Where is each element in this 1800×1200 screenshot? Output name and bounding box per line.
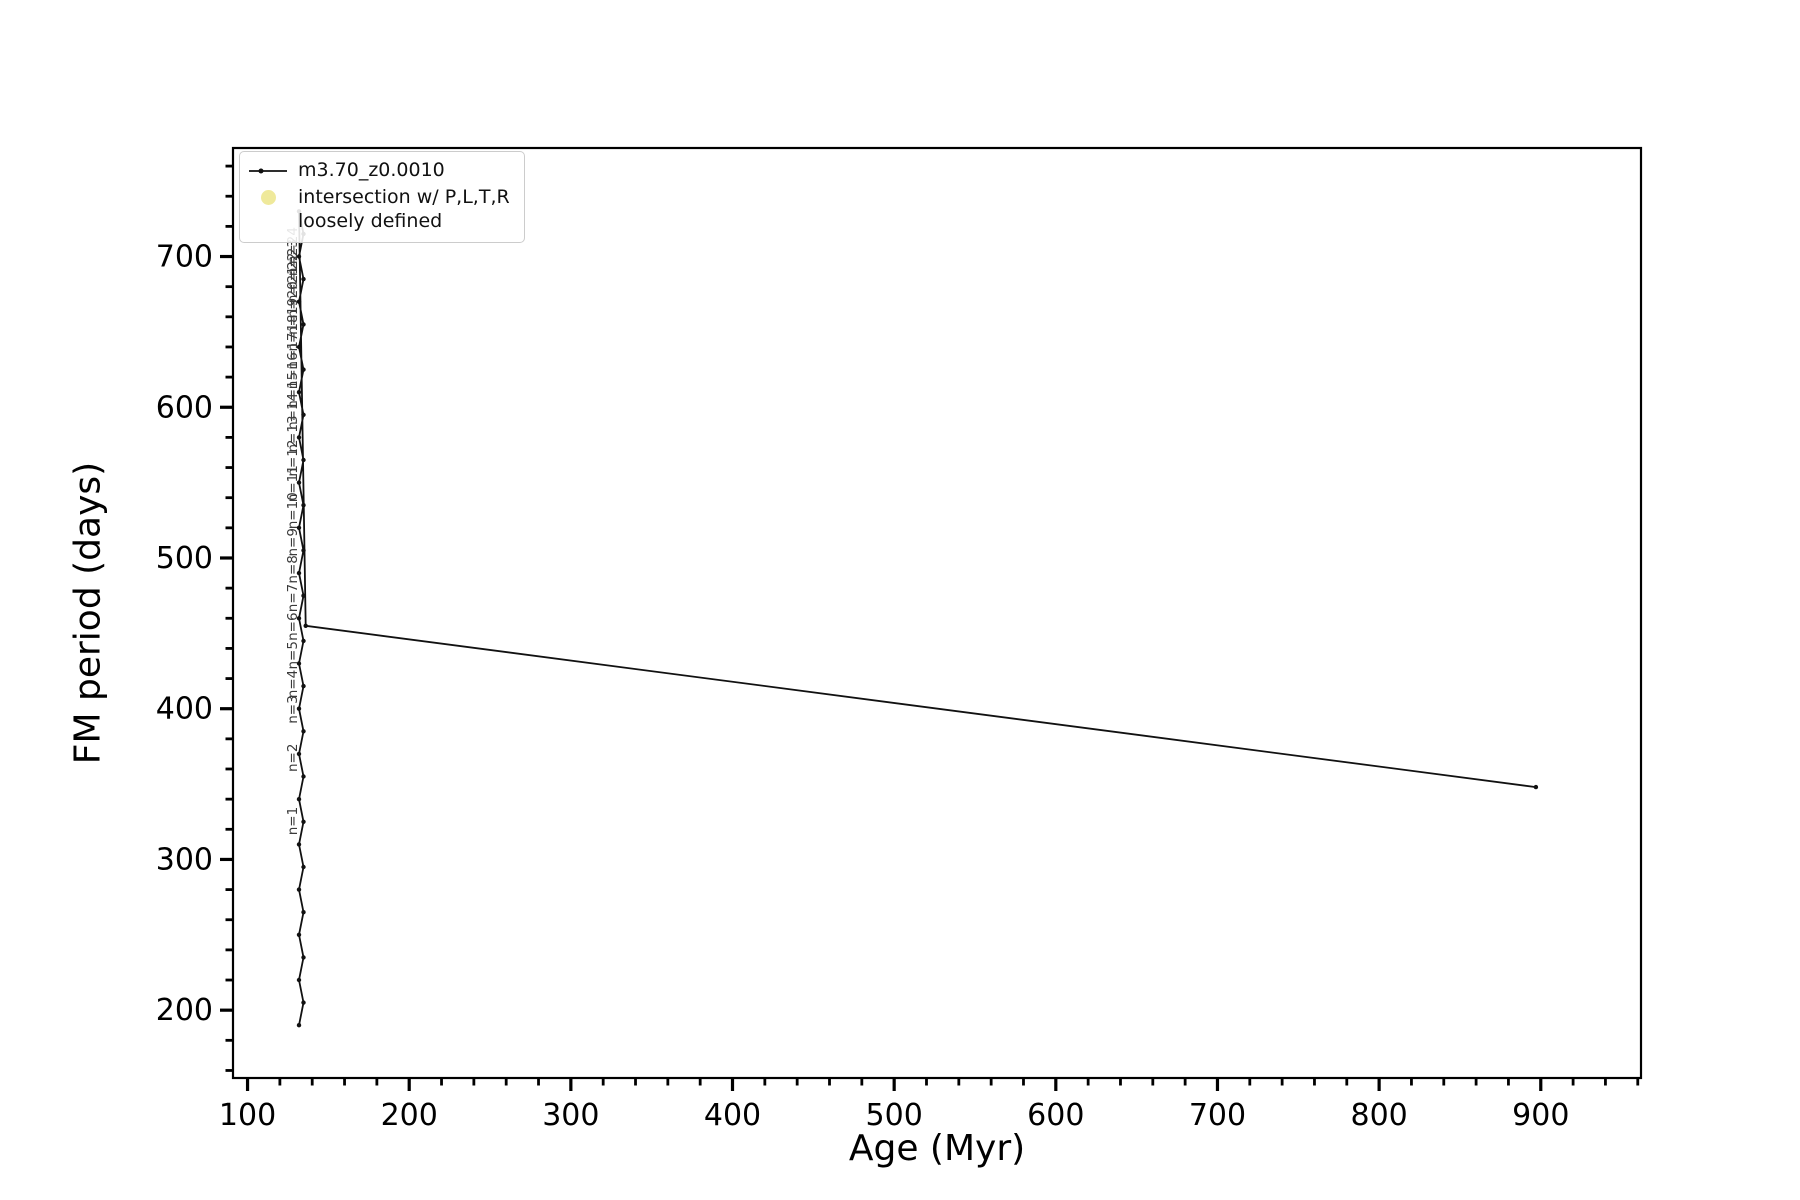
x-tick-label: 500 (866, 1098, 923, 1133)
series-marker (301, 322, 306, 327)
mode-annotation: n=9 (285, 528, 301, 556)
mode-annotation: n=18 (285, 314, 301, 351)
series-marker (301, 593, 306, 598)
mode-annotation: n=6 (285, 612, 301, 640)
series-marker (296, 842, 302, 847)
series-marker (296, 977, 302, 983)
mode-annotation: n=17 (285, 333, 301, 370)
series-marker (296, 1022, 302, 1028)
legend-entry-intersection: intersection w/ P,L,T,R loosely defined (246, 186, 510, 234)
series-marker (301, 955, 306, 960)
series-marker (296, 435, 302, 440)
mode-annotation: n=7 (285, 584, 301, 612)
mode-annotation: n=14 (285, 393, 301, 430)
y-tick-label: 700 (156, 240, 213, 275)
series-marker (296, 525, 302, 530)
series-marker (301, 864, 306, 870)
series-marker (296, 751, 302, 757)
y-tick-label: 300 (156, 842, 213, 877)
series-marker (296, 616, 302, 621)
x-tick-label: 200 (381, 1098, 438, 1133)
mode-annotation: n=19 (285, 298, 301, 335)
plot-frame (231, 146, 1643, 1080)
mode-annotation: n=21 (285, 266, 301, 303)
series-marker (301, 683, 306, 689)
legend-label-series: m3.70_z0.0010 (298, 159, 445, 181)
mode-annotation: n=8 (285, 555, 301, 583)
mode-annotation: n=4 (285, 670, 301, 698)
mode-annotation: n=16 (285, 352, 301, 389)
series-marker (301, 774, 306, 779)
series-marker (1533, 784, 1539, 790)
mode-annotation: n=10 (285, 492, 301, 529)
mode-annotation: n=5 (285, 641, 301, 669)
legend-label-intersection-line1: intersection w/ P,L,T,R (298, 185, 510, 208)
mode-annotation: n=3 (285, 695, 301, 723)
mode-annotation: n=12 (285, 440, 301, 477)
series-marker (301, 367, 306, 372)
mode-annotation: n=13 (285, 415, 301, 452)
legend-entry-series: m3.70_z0.0010 (246, 159, 510, 183)
series-marker (296, 661, 302, 666)
mode-annotation: n=15 (285, 372, 301, 409)
series-marker (301, 276, 306, 282)
series-marker (301, 1000, 306, 1005)
mode-annotation: n=20 (285, 281, 301, 318)
x-axis-label: Age (Myr) (848, 1128, 1026, 1169)
series-marker (296, 390, 302, 395)
y-tick-label: 400 (156, 692, 213, 727)
series-marker (301, 503, 306, 508)
legend: m3.70_z0.0010 intersection w/ P,L,T,R lo… (239, 151, 525, 244)
series-marker (296, 570, 302, 576)
x-tick-label: 400 (704, 1098, 761, 1133)
mode-annotation: n=11 (285, 465, 301, 502)
mode-annotation: n=23 (285, 239, 301, 276)
intersection-marker-icon (246, 186, 290, 205)
series-marker (301, 729, 306, 734)
legend-line-dot-sample (246, 163, 290, 179)
x-tick-label: 100 (219, 1098, 276, 1133)
series-marker (301, 638, 306, 644)
y-tick-label: 500 (156, 541, 213, 576)
x-tick-label: 300 (542, 1098, 599, 1133)
series-marker (301, 412, 306, 417)
series-marker (301, 457, 306, 463)
y-axis-label: FM period (days) (67, 461, 109, 765)
series-marker (303, 623, 308, 628)
series-marker (296, 344, 302, 350)
series-marker (301, 819, 306, 824)
series-line (298, 211, 1537, 1026)
mode-annotation: n=22 (285, 253, 301, 290)
y-tick-label: 200 (156, 993, 213, 1028)
series-marker (296, 797, 302, 802)
series-marker (296, 480, 302, 485)
series-marker (296, 706, 302, 711)
x-tick-label: 600 (1027, 1098, 1084, 1133)
series-marker (296, 932, 302, 937)
series-marker (301, 910, 306, 915)
legend-label-intersection-line2: loosely defined (298, 209, 443, 232)
series-marker (301, 548, 306, 553)
y-tick-label: 600 (156, 390, 213, 425)
series-marker (296, 254, 302, 259)
x-tick-label: 900 (1512, 1098, 1569, 1133)
x-tick-label: 800 (1350, 1098, 1407, 1133)
series-marker (296, 887, 302, 892)
x-tick-label: 700 (1189, 1098, 1246, 1133)
series-marker (296, 299, 302, 304)
mode-annotation: n=1 (285, 807, 301, 835)
mode-annotation: n=2 (285, 744, 301, 772)
